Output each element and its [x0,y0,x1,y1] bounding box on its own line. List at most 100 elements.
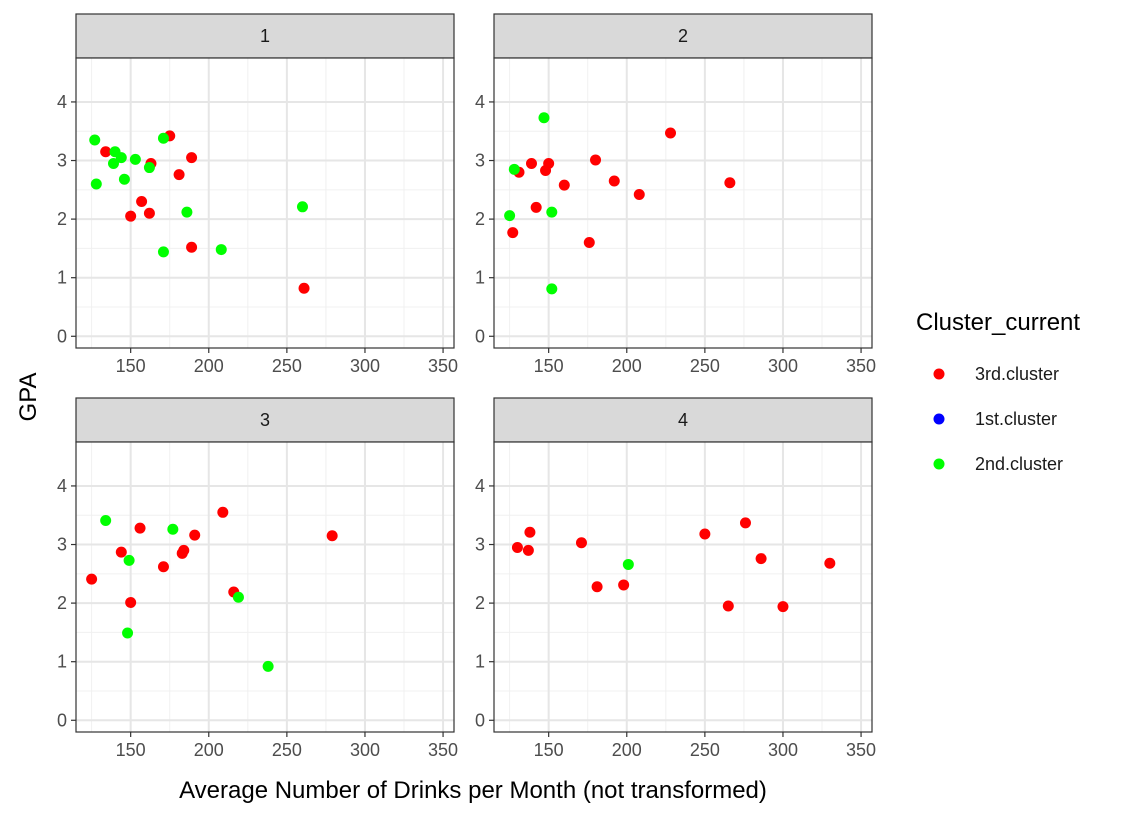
data-point-3rd.cluster [186,241,198,253]
data-point-3rd.cluster [590,154,602,166]
panel-border [493,441,873,733]
legend-entries: 3rd.cluster 1st.cluster 2nd.cluster [933,364,1063,474]
data-point-3rd.cluster [755,553,767,565]
data-point-3rd.cluster [298,282,310,294]
data-point-3rd.cluster [178,544,190,556]
legend-label: 1st.cluster [975,409,1057,429]
data-point-2nd.cluster [296,201,308,213]
data-point-3rd.cluster [507,227,519,239]
data-point-3rd.cluster [134,522,146,534]
data-point-2nd.cluster [181,206,193,218]
data-point-3rd.cluster [558,179,570,191]
data-point-2nd.cluster [129,153,141,165]
x-tick-label: 150 [534,356,564,376]
data-point-3rd.cluster [125,597,137,609]
data-point-3rd.cluster [618,579,630,591]
data-point-3rd.cluster [125,210,137,222]
y-tick-label: 2 [57,209,67,229]
facet-panel-3: 3 150 200 250 300 350 0 1 2 3 4 [57,397,458,760]
data-point-3rd.cluster [326,530,338,542]
data-point-2nd.cluster [118,173,130,185]
data-point-2nd.cluster [538,112,550,124]
data-point-3rd.cluster [524,526,536,538]
x-tick-label: 300 [350,356,380,376]
facet-strip-label: 2 [678,26,688,46]
data-point-2nd.cluster [90,178,102,190]
data-point-2nd.cluster [546,206,558,218]
data-point-2nd.cluster [508,163,520,175]
y-tick-label: 1 [475,268,485,288]
y-tick-label: 3 [475,535,485,555]
data-point-3rd.cluster [511,541,523,553]
facet-panel-1: 1 150 200 250 300 350 0 1 2 3 4 [57,13,458,376]
data-point-3rd.cluster [157,561,169,573]
y-tick-label: 3 [57,151,67,171]
panel-border [75,57,455,349]
data-point-3rd.cluster [530,201,542,213]
data-point-2nd.cluster [143,162,155,174]
facet-panel-2: 2 150 200 250 300 350 0 1 2 3 4 [475,13,876,376]
y-tick-label: 4 [57,92,67,112]
facet-panel-4: 4 150 200 250 300 350 0 1 2 3 4 [475,397,876,760]
x-tick-label: 350 [428,740,458,760]
facet-strip-label: 4 [678,410,688,430]
x-tick-label: 250 [690,356,720,376]
data-point-3rd.cluster [525,157,537,169]
y-tick-label: 2 [57,593,67,613]
facet-strip [75,397,455,443]
data-point-2nd.cluster [115,152,127,164]
y-tick-label: 4 [475,92,485,112]
data-point-3rd.cluster [739,517,751,529]
data-point-2nd.cluster [546,283,558,295]
x-tick-label: 300 [768,740,798,760]
y-tick-label: 3 [475,151,485,171]
data-point-3rd.cluster [824,557,836,569]
data-point-2nd.cluster [262,660,274,672]
data-point-2nd.cluster [167,523,179,535]
x-tick-label: 300 [768,356,798,376]
data-point-3rd.cluster [777,601,789,613]
data-point-3rd.cluster [522,544,534,556]
legend-key [933,413,945,425]
y-tick-label: 1 [57,268,67,288]
x-tick-label: 250 [690,740,720,760]
data-point-3rd.cluster [173,169,185,181]
y-tick-label: 1 [57,652,67,672]
data-point-3rd.cluster [665,127,677,139]
x-tick-label: 200 [194,356,224,376]
data-point-3rd.cluster [724,177,736,189]
y-tick-label: 0 [57,710,67,730]
x-tick-label: 150 [534,740,564,760]
data-point-3rd.cluster [608,175,620,187]
data-point-2nd.cluster [157,132,169,144]
data-point-3rd.cluster [583,237,595,249]
data-point-3rd.cluster [115,546,127,558]
y-tick-label: 4 [57,476,67,496]
data-point-2nd.cluster [123,554,135,566]
legend-key [933,458,945,470]
data-point-3rd.cluster [633,189,645,201]
y-tick-label: 2 [475,593,485,613]
facet-strip-label: 1 [260,26,270,46]
y-axis-title: GPA [15,373,42,422]
x-tick-label: 300 [350,740,380,760]
x-tick-label: 350 [428,356,458,376]
plot-background [494,58,872,348]
facet-strip [493,13,873,59]
data-point-2nd.cluster [100,515,112,527]
data-point-2nd.cluster [122,627,134,639]
x-tick-label: 150 [116,356,146,376]
x-axis-title: Average Number of Drinks per Month (not … [179,777,767,804]
plot-background [494,442,872,732]
y-tick-label: 4 [475,476,485,496]
x-tick-label: 250 [272,740,302,760]
data-point-3rd.cluster [186,152,198,164]
data-point-2nd.cluster [622,558,634,570]
data-point-3rd.cluster [136,196,148,208]
data-point-2nd.cluster [89,134,101,146]
data-point-3rd.cluster [217,506,229,518]
data-point-3rd.cluster [591,581,603,593]
data-point-2nd.cluster [157,246,169,258]
